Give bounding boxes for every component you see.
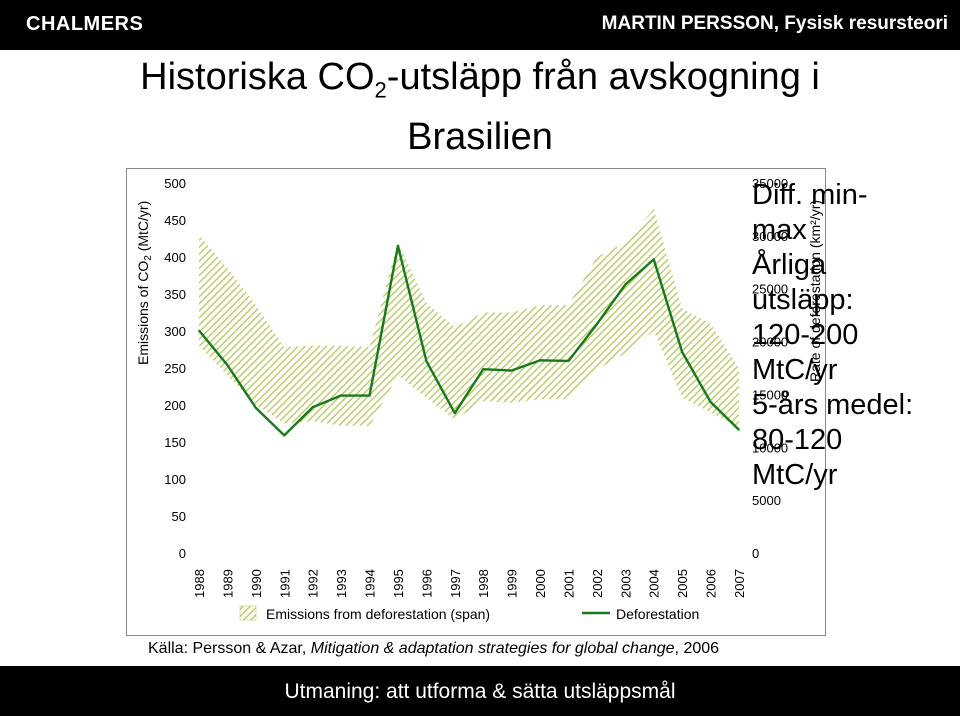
y-tick-left: 100 bbox=[164, 472, 186, 487]
x-tick-label: 1996 bbox=[419, 569, 434, 598]
x-tick-label: 2004 bbox=[647, 569, 662, 598]
x-tick-label: 1997 bbox=[448, 569, 463, 598]
deforestation-point bbox=[226, 364, 229, 366]
deforestation-point bbox=[397, 245, 399, 247]
note-line-2: max bbox=[752, 214, 807, 246]
deforestation-point bbox=[510, 369, 513, 372]
diff-note: Diff. min- max Årliga utsläpp: 120-200 M… bbox=[752, 178, 942, 493]
x-tick-label: 2005 bbox=[675, 569, 690, 598]
title-subscript: 2 bbox=[374, 77, 387, 103]
legend-swatch-span bbox=[239, 605, 257, 621]
note-line-6: MtC/yr bbox=[752, 354, 838, 386]
header-bar bbox=[0, 0, 960, 50]
deforestation-line bbox=[198, 244, 740, 437]
deforestation-point bbox=[255, 407, 257, 409]
y-tick-right: 35000 bbox=[752, 176, 788, 191]
note-line-9: MtC/yr bbox=[752, 459, 838, 491]
source-citation: Källa: Persson & Azar, Mitigation & adap… bbox=[148, 640, 719, 658]
chalmers-logo: CHALMERS bbox=[26, 13, 144, 35]
y-tick-right: 15000 bbox=[752, 387, 788, 402]
author-label: MARTIN PERSSON, Fysisk resursteori bbox=[601, 13, 948, 34]
deforestation-point bbox=[283, 434, 286, 437]
emissions-span-band bbox=[199, 208, 739, 428]
x-tick-label: 2006 bbox=[704, 569, 719, 598]
source-title: Mitigation & adaptation strategies for g… bbox=[310, 640, 675, 657]
y-tick-left: 350 bbox=[164, 287, 186, 302]
y-tick-left: 400 bbox=[164, 250, 186, 265]
x-tick-label: 2000 bbox=[533, 569, 548, 598]
deforestation-point bbox=[567, 360, 570, 362]
y-tick-right: 25000 bbox=[752, 282, 788, 297]
x-tick-label: 2007 bbox=[732, 569, 747, 598]
deforestation-point bbox=[709, 401, 712, 403]
note-line-7: 5-års medel: bbox=[752, 389, 914, 421]
slide-title: Historiska CO2-utsläpp från avskogning i… bbox=[20, 54, 940, 160]
x-tick-label: 1988 bbox=[192, 569, 207, 598]
x-tick-label: 1998 bbox=[476, 569, 491, 598]
deforestation-point bbox=[596, 323, 598, 325]
y-axis-label-left: Emissions of CO2 (MtC/yr) bbox=[135, 201, 154, 365]
x-tick-label: 2001 bbox=[561, 569, 576, 598]
y-tick-left: 450 bbox=[164, 213, 186, 228]
title-text-post: -utsläpp från avskogning i bbox=[386, 56, 820, 98]
note-line-3: Årliga bbox=[752, 249, 827, 281]
note-line-8: 80-120 bbox=[752, 424, 843, 456]
legend-label-line: Deforestation bbox=[616, 606, 699, 622]
deforestation-point bbox=[482, 368, 485, 371]
y-tick-left: 500 bbox=[164, 176, 186, 191]
x-tick-label: 2003 bbox=[618, 569, 633, 598]
x-tick-label: 1993 bbox=[334, 569, 349, 598]
legend: Emissions from deforestation (span) Defo… bbox=[239, 605, 699, 622]
y-tick-left: 0 bbox=[179, 546, 186, 561]
deforestation-point bbox=[311, 406, 314, 409]
y-tick-left: 200 bbox=[164, 398, 186, 413]
x-tick-label: 1989 bbox=[220, 569, 235, 598]
y-tick-right: 5000 bbox=[752, 493, 781, 508]
deforestation-point bbox=[453, 412, 456, 414]
x-tick-label: 1991 bbox=[277, 569, 292, 598]
deforestation-point bbox=[539, 359, 541, 362]
legend-label-span: Emissions from deforestation (span) bbox=[266, 606, 490, 622]
y-tick-right: 0 bbox=[752, 546, 759, 561]
deforestation-point bbox=[624, 283, 627, 286]
footer-text: Utmaning: att utforma & sätta utsläppsmå… bbox=[284, 680, 676, 703]
x-tick-label: 1992 bbox=[306, 569, 321, 598]
deforestation-point bbox=[738, 429, 740, 431]
x-tick-label: 1995 bbox=[391, 569, 406, 598]
y-tick-right: 10000 bbox=[752, 440, 788, 455]
y-axis-label-right: Rate of deforestation (km²/yr) bbox=[807, 200, 823, 382]
title-line-1: Historiska CO2-utsläpp från avskogning i bbox=[20, 54, 940, 114]
x-tick-label: 2002 bbox=[590, 569, 605, 598]
y-tick-right: 20000 bbox=[752, 335, 788, 350]
deforestation-point bbox=[681, 351, 683, 353]
y-tick-left: 150 bbox=[164, 435, 186, 450]
source-suffix: , 2006 bbox=[674, 640, 720, 657]
x-tick-label: 1994 bbox=[363, 569, 378, 598]
y-tick-left: 50 bbox=[172, 509, 186, 524]
chart-frame bbox=[126, 168, 826, 636]
title-text-pre: Historiska CO bbox=[140, 56, 375, 98]
deforestation-point bbox=[368, 394, 371, 397]
note-line-1: Diff. min- bbox=[752, 179, 868, 211]
x-tick-label: 1999 bbox=[505, 569, 520, 598]
x-tick-label: 1990 bbox=[249, 569, 264, 598]
y-tick-left: 300 bbox=[164, 324, 186, 339]
deforestation-point bbox=[652, 258, 655, 261]
note-line-4: utsläpp: bbox=[752, 284, 854, 316]
footer-bar bbox=[0, 666, 960, 716]
deforestation-point bbox=[425, 360, 428, 362]
deforestation-point bbox=[340, 394, 342, 397]
y-tick-right: 30000 bbox=[752, 229, 788, 244]
y-tick-left: 250 bbox=[164, 361, 186, 376]
deforestation-point bbox=[198, 329, 200, 332]
source-prefix: Källa: Persson & Azar, bbox=[148, 640, 311, 657]
note-line-5: 120-200 bbox=[752, 319, 859, 351]
title-line-2: Brasilien bbox=[407, 115, 553, 158]
